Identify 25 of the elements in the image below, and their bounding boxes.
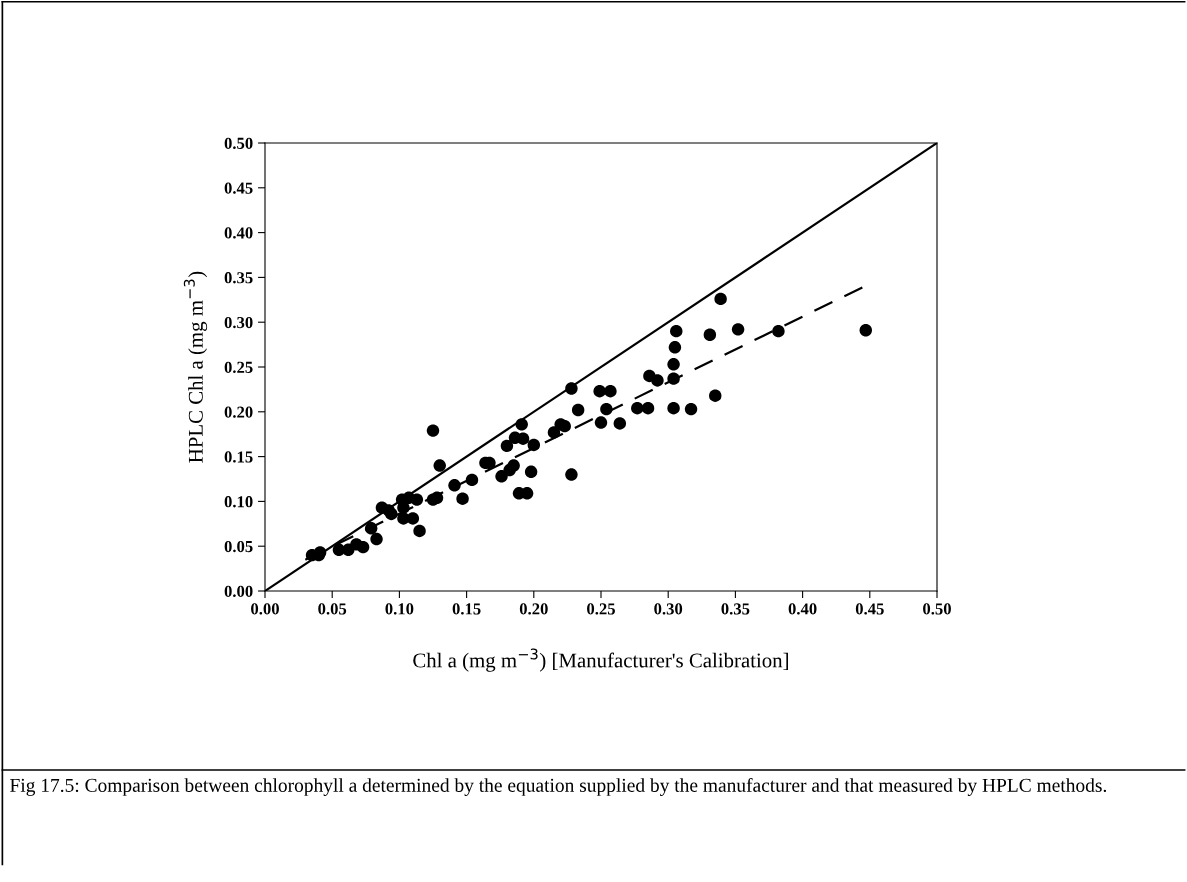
y-tick-label: 0.40 (224, 227, 253, 239)
x-tick-label: 0.35 (721, 603, 750, 615)
x-tick-label: 0.45 (855, 603, 884, 615)
x-tick-label: 0.10 (385, 603, 414, 615)
y-tick-label: 0.35 (224, 272, 253, 284)
y-tick-label: 0.10 (224, 496, 253, 508)
x-tick-label: 0.50 (923, 603, 951, 615)
x-tick-label: 0.20 (519, 603, 548, 615)
y-axis-title: HPLC Chl a (mg m$^{−3}$) (183, 271, 208, 463)
x-axis-title: Chl a (mg m$^{−3}$) [Manufacturer's Calibration] (413, 648, 788, 672)
x-tick-label: 0.15 (452, 603, 481, 615)
y-tick-label: 0.50 (224, 137, 253, 150)
x-tick-label: 0.25 (587, 603, 615, 615)
y-tick-label: 0.15 (224, 451, 253, 463)
caption: Fig 17.5: Comparison between chlorophyll a determined by the equation supplied by the manufacturer and that measured by HPLC methods. (10, 778, 1107, 796)
x-tick-label: 0.30 (654, 603, 683, 615)
x-tick-label: 0.00 (251, 603, 279, 615)
y-tick-label: 0.20 (224, 406, 253, 418)
y-tick-label: 0.00 (224, 585, 253, 598)
y-tick-label: 0.45 (224, 182, 253, 194)
x-tick-label: 0.05 (318, 603, 347, 615)
y-tick-label: 0.25 (224, 361, 253, 374)
y-tick-label: 0.30 (224, 316, 253, 329)
x-tick-label: 0.40 (788, 603, 817, 615)
y-tick-label: 0.05 (224, 540, 253, 553)
